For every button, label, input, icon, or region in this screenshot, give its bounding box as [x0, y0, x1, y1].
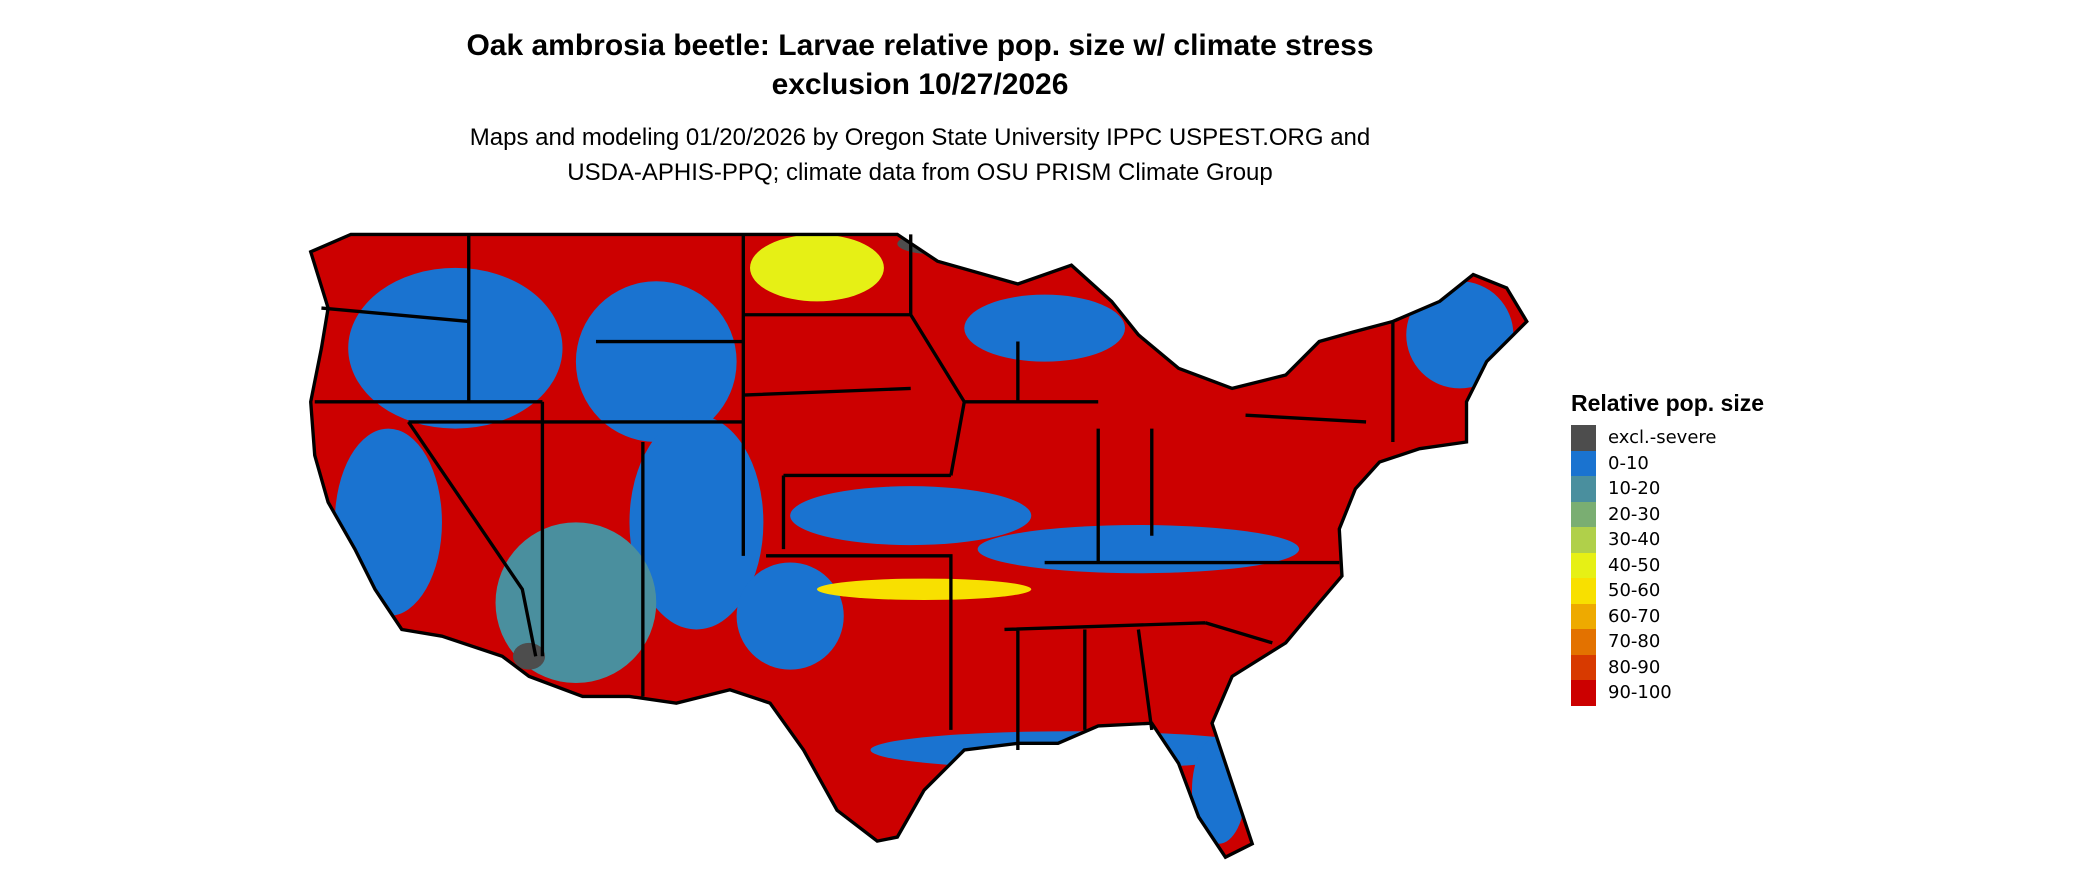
subtitle-line-1: Maps and modeling 01/20/2026 by Oregon S… — [469, 124, 1371, 151]
legend-label: 20-30 — [1608, 503, 1661, 525]
legend-item: 60-70 — [1571, 603, 1764, 629]
legend-label: 0-10 — [1608, 452, 1649, 474]
legend-item: 50-60 — [1571, 578, 1764, 604]
legend-swatch — [1571, 552, 1596, 578]
map-subtitle: Maps and modeling 01/20/2026 by Oregon S… — [340, 120, 1500, 190]
legend-swatch — [1571, 629, 1596, 655]
legend-swatch — [1571, 476, 1596, 502]
legend-swatch — [1571, 450, 1596, 476]
zone-40-50-dakotas — [750, 234, 884, 302]
legend-item: 70-80 — [1571, 629, 1764, 655]
legend: Relative pop. size excl.-severe 0-10 10-20… — [1571, 390, 1764, 706]
zone-0-10-california — [334, 428, 442, 617]
legend-item: 90-100 — [1571, 680, 1764, 706]
legend-label: 10-20 — [1608, 478, 1661, 500]
legend-item: 30-40 — [1571, 527, 1764, 553]
legend-swatch — [1571, 501, 1596, 527]
legend-item: 40-50 — [1571, 552, 1764, 578]
subtitle-line-2: USDA-APHIS-PPQ; climate data from OSU PR… — [567, 159, 1273, 186]
legend-swatch — [1571, 527, 1596, 553]
zone-0-10-new-mexico — [736, 562, 844, 670]
title-line-2: exclusion 10/27/2026 — [771, 68, 1069, 101]
legend-swatch — [1571, 578, 1596, 604]
legend-item: 20-30 — [1571, 501, 1764, 527]
legend-label: 30-40 — [1608, 529, 1661, 551]
zone-0-10-great-lakes — [964, 294, 1125, 362]
zone-50-60-oklahoma — [816, 578, 1032, 601]
legend-item: 0-10 — [1571, 450, 1764, 476]
legend-label: excl.-severe — [1608, 427, 1717, 449]
legend-label: 50-60 — [1608, 580, 1661, 602]
legend-label: 80-90 — [1608, 656, 1661, 678]
zone-0-10-northwest — [348, 267, 563, 429]
zone-10-20-southwest — [495, 522, 657, 684]
zone-excl-severe-desert — [512, 642, 546, 670]
state-borders — [309, 232, 1529, 859]
legend-title: Relative pop. size — [1571, 390, 1765, 416]
legend-item: 80-90 — [1571, 654, 1764, 680]
legend-swatch — [1571, 680, 1596, 706]
zone-0-10-new-england — [1406, 281, 1514, 389]
zone-0-10-kansas — [790, 486, 1032, 546]
legend-label: 40-50 — [1608, 554, 1661, 576]
title-line-1: Oak ambrosia beetle: Larvae relative pop… — [466, 29, 1374, 62]
legend-item: excl.-severe — [1571, 425, 1764, 451]
legend-swatch — [1571, 425, 1596, 451]
zone-0-10-rockies — [575, 281, 737, 442]
map-title: Oak ambrosia beetle: Larvae relative pop… — [340, 26, 1500, 104]
legend-swatch — [1571, 654, 1596, 680]
legend-swatch — [1571, 603, 1596, 629]
legend-label: 90-100 — [1608, 682, 1672, 704]
legend-item: 10-20 — [1571, 476, 1764, 502]
zone-0-10-florida — [1191, 736, 1246, 844]
legend-label: 70-80 — [1608, 631, 1661, 653]
legend-label: 60-70 — [1608, 605, 1661, 627]
zone-0-10-colorado — [629, 415, 764, 630]
zone-0-10-ohio-valley — [977, 525, 1300, 574]
